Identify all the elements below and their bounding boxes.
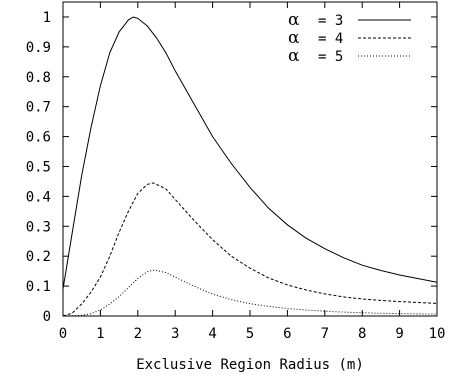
legend-label: = 4: [318, 31, 343, 47]
y-tick-label: 0.2: [26, 249, 51, 265]
legend-alpha-symbol: α: [288, 10, 300, 30]
x-tick-label: 1: [96, 326, 104, 342]
x-tick-label: 7: [321, 326, 329, 342]
y-tick-label: 0.8: [26, 70, 51, 86]
y-tick-label: 0.9: [26, 40, 51, 56]
x-tick-label: 4: [208, 326, 216, 342]
x-tick-label: 6: [283, 326, 291, 342]
x-axis-label: Exclusive Region Radius (m): [136, 357, 364, 373]
x-tick-label: 9: [395, 326, 403, 342]
x-tick-label: 0: [59, 326, 67, 342]
y-tick-label: 0.4: [26, 189, 51, 205]
y-tick-label: 0.7: [26, 100, 51, 116]
series-line: [62, 269, 438, 317]
legend-alpha-symbol: α: [288, 46, 300, 66]
y-tick-label: 0.6: [26, 130, 51, 146]
y-tick-label: 1: [43, 10, 51, 26]
x-tick-label: 3: [171, 326, 179, 342]
axis-ticks: [62, 2, 438, 317]
tick-labels: 0 1 2 3 4 5 6 7 8 9 10 0 0.1 0.2 0.3 0.4 0.5 0.6 0.7 0.8 0.9…: [26, 10, 446, 342]
series-line: [62, 16, 438, 290]
x-tick-label: 10: [429, 326, 446, 342]
x-tick-label: 5: [246, 326, 254, 342]
series-line: [62, 182, 438, 317]
plot-frame: [62, 1, 438, 317]
series-lines: [62, 16, 438, 317]
legend-alpha-symbol: α: [288, 28, 300, 48]
legend: α = 3 α = 4 α = 5: [288, 10, 411, 66]
legend-label: = 5: [318, 49, 343, 65]
legend-label: = 3: [318, 13, 343, 29]
y-tick-label: 0.1: [26, 279, 51, 295]
y-tick-label: 0.3: [26, 219, 51, 235]
y-tick-label: 0: [43, 309, 51, 325]
x-tick-label: 8: [358, 326, 366, 342]
y-tick-label: 0.5: [26, 159, 51, 175]
x-tick-label: 2: [134, 326, 142, 342]
